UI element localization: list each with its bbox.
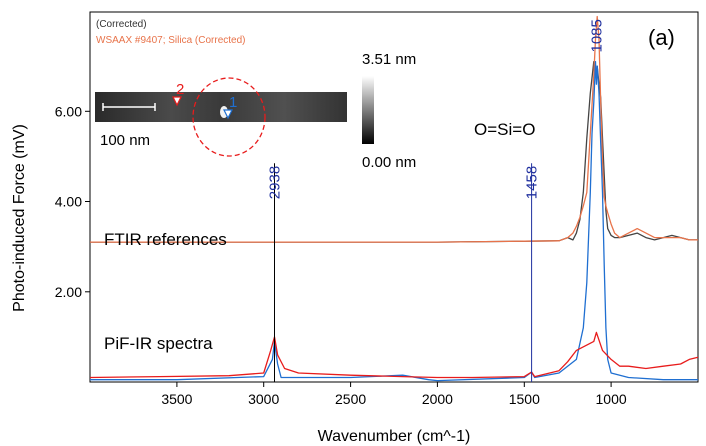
- x-tick-label-1000: 1000: [596, 391, 627, 407]
- afm-inset: 100 nm 2 1 3.51 nm 0.00 nm: [95, 51, 416, 171]
- highlight-circle: [192, 77, 266, 157]
- panel-label: (a): [648, 25, 675, 50]
- series-layer: [89, 15, 699, 382]
- peak-label-1458: 1458: [524, 166, 541, 199]
- legend-entry-silica: WSAAX #9407; Silica (Corrected): [96, 35, 246, 46]
- series-line-1: [90, 15, 698, 243]
- peak-label-1085: 1085: [588, 19, 605, 52]
- colorbar-max-label: 3.51 nm: [362, 51, 416, 68]
- molecule-annotation: O=Si=O: [474, 120, 535, 139]
- x-tick-label-2500: 2500: [335, 391, 366, 407]
- x-tick-label-3000: 3000: [248, 391, 279, 407]
- scale-bar-label: 100 nm: [100, 132, 150, 149]
- colorbar: [362, 76, 374, 144]
- series-line-2: [90, 60, 698, 382]
- pif-annotation: PiF-IR spectra: [104, 334, 213, 353]
- marker-2-label: 2: [176, 81, 184, 98]
- x-tick-label-2000: 2000: [422, 391, 453, 407]
- x-axis-title: Wavenumber (cm^-1): [318, 428, 471, 445]
- y-tick-label-6.00: 6.00: [55, 103, 82, 119]
- y-tick-label-2.00: 2.00: [55, 284, 82, 300]
- peak-label-2938: 2938: [267, 166, 284, 199]
- legend-entry-corrected: (Corrected): [96, 19, 147, 30]
- y-tick-label-4.00: 4.00: [55, 194, 82, 210]
- marker-1-icon: [223, 109, 233, 120]
- plot-frame: [89, 11, 699, 383]
- y-axis-title: Photo-induced Force (mV): [11, 124, 28, 312]
- x-tick-label-1500: 1500: [509, 391, 540, 407]
- colorbar-min-label: 0.00 nm: [362, 154, 416, 171]
- peak-markers: 2938 1458 1085: [267, 19, 605, 382]
- marker-2-icon: [172, 96, 182, 107]
- ftir-annotation: FTIR references: [104, 230, 227, 249]
- x-tick-label-3500: 3500: [161, 391, 192, 407]
- axis-ticks: 3500 3000 2500 2000 1500 1000 2.00 4.00 6.00: [55, 103, 627, 407]
- marker-1-label: 1: [229, 94, 237, 111]
